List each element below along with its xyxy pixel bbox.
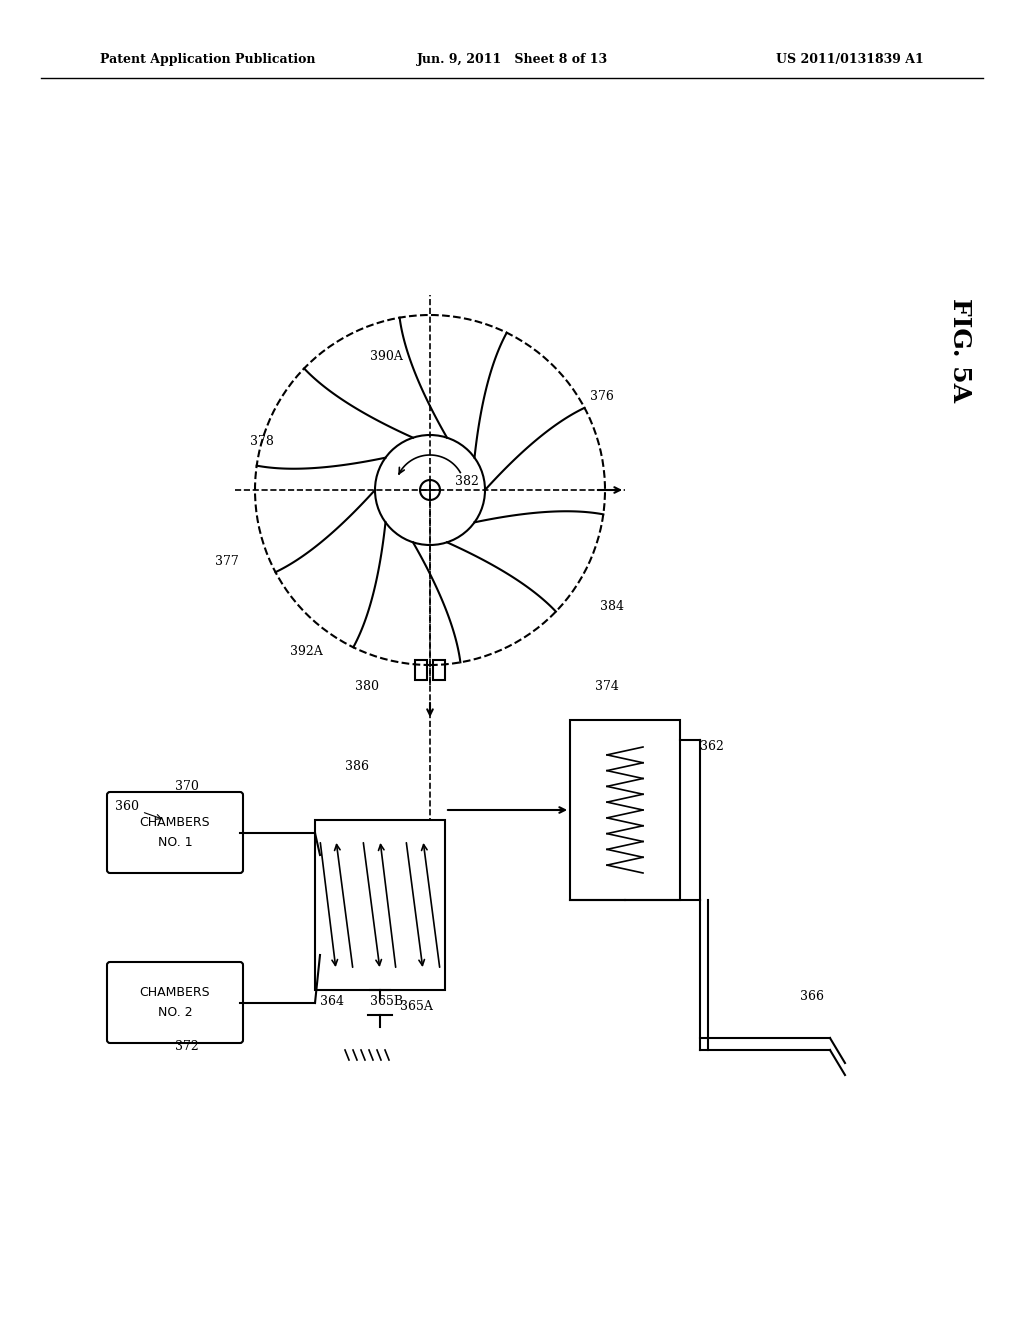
Text: 362: 362	[700, 741, 724, 752]
Text: FIG. 5A: FIG. 5A	[948, 298, 972, 403]
Text: 374: 374	[595, 680, 618, 693]
Text: NO. 1: NO. 1	[158, 837, 193, 850]
Text: CHAMBERS: CHAMBERS	[139, 817, 210, 829]
Text: 386: 386	[345, 760, 369, 774]
Text: 370: 370	[175, 780, 199, 793]
Text: 364: 364	[319, 995, 344, 1008]
Bar	[415, 660, 427, 680]
Text: Patent Application Publication: Patent Application Publication	[100, 54, 315, 66]
Bar	[315, 820, 445, 990]
Text: 365B: 365B	[370, 995, 403, 1008]
Text: 390A: 390A	[370, 350, 402, 363]
Bar	[433, 660, 445, 680]
Text: 376: 376	[590, 389, 613, 403]
Bar	[570, 719, 680, 900]
Text: 384: 384	[600, 601, 624, 612]
Text: 360: 360	[115, 800, 161, 820]
Text: 377: 377	[215, 554, 239, 568]
Text: 372: 372	[175, 1040, 199, 1053]
Text: 392A: 392A	[290, 645, 323, 657]
Text: Jun. 9, 2011   Sheet 8 of 13: Jun. 9, 2011 Sheet 8 of 13	[417, 54, 607, 66]
Text: 378: 378	[250, 436, 273, 447]
Text: 365A: 365A	[400, 1001, 433, 1012]
Text: US 2011/0131839 A1: US 2011/0131839 A1	[776, 54, 924, 66]
Text: 382: 382	[455, 475, 479, 488]
Text: 380: 380	[355, 680, 379, 693]
Text: 366: 366	[800, 990, 824, 1003]
Text: NO. 2: NO. 2	[158, 1006, 193, 1019]
Text: CHAMBERS: CHAMBERS	[139, 986, 210, 999]
